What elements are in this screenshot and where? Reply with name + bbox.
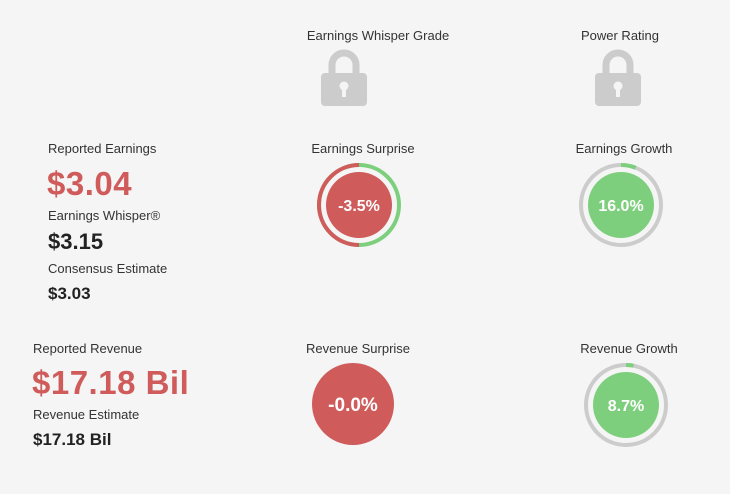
earnings-growth-gauge: 16.0%: [579, 163, 663, 247]
earnings-surprise-label: Earnings Surprise: [311, 141, 415, 156]
power-rating-header: Power Rating: [580, 28, 660, 43]
earnings-surprise-gauge: -3.5%: [317, 163, 401, 247]
gauge-arc: [625, 363, 634, 368]
reported-revenue-label: Reported Revenue: [33, 341, 143, 356]
lock-icon: [595, 49, 641, 106]
gauge-arc: [317, 163, 360, 247]
revenue-surprise-value: -0.0%: [328, 395, 378, 416]
earnings-whisper-value: $3.15: [48, 229, 104, 254]
lock-icon: [321, 49, 367, 106]
gauge-center: [326, 172, 392, 238]
reported-earnings-value: $3.04: [47, 165, 133, 202]
earnings-whisper-label: Earnings Whisper®: [48, 208, 161, 223]
gauge-center: [593, 372, 659, 438]
reported-earnings-label: Reported Earnings: [48, 141, 157, 156]
consensus-estimate-label: Consensus Estimate: [48, 261, 168, 276]
gauge-arc: [620, 163, 637, 170]
whisper-grade-header: Earnings Whisper Grade: [306, 28, 450, 43]
gauge-center: [588, 172, 654, 238]
revenue-growth-label: Revenue Growth: [580, 341, 678, 356]
revenue-surprise-gauge: -0.0%: [312, 363, 394, 445]
earnings-surprise-value: -3.5%: [338, 198, 380, 215]
revenue-estimate-value: $17.18 Bil: [33, 430, 112, 449]
consensus-estimate-value: $3.03: [48, 284, 91, 303]
gauge-center: [312, 363, 394, 445]
revenue-surprise-label: Revenue Surprise: [305, 341, 411, 356]
revenue-growth-value: 8.7%: [608, 398, 644, 415]
reported-revenue-value: $17.18 Bil: [32, 364, 190, 401]
earnings-growth-label: Earnings Growth: [575, 141, 673, 156]
earnings-growth-value: 16.0%: [598, 198, 643, 215]
revenue-growth-gauge: 8.7%: [584, 363, 668, 447]
revenue-estimate-label: Revenue Estimate: [33, 407, 140, 422]
